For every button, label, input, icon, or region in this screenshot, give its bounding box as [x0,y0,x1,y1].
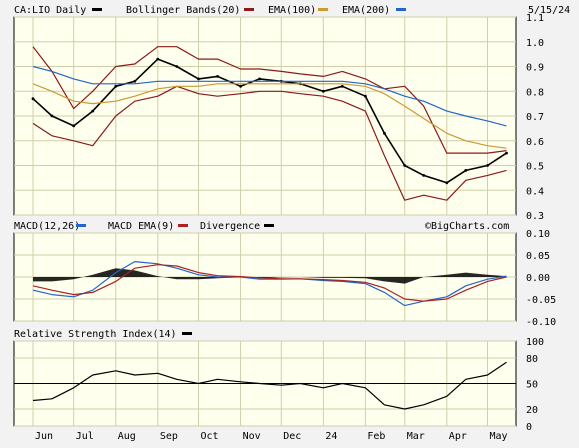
series-line-bollinger-upper [32,46,507,154]
price-axis: 0.3 0.4 0.5 0.6 0.7 0.8 0.9 1.0 1.1 [526,13,544,222]
x-tick-label: Dec [283,431,301,442]
header-legend: CA:LIO Daily Bollinger Bands(20) EMA(100… [14,5,570,16]
ema200-label: EMA(200) [342,5,390,16]
y-tick-label: 0.8 [526,87,544,98]
rsi-series [32,361,507,410]
x-tick-label: Apr [449,431,467,442]
price-point [31,97,35,101]
symbol-label: CA:LIO Daily [14,5,86,16]
price-panel: 0.3 0.4 0.5 0.6 0.7 0.8 0.9 1.0 1.1 [13,13,544,222]
x-tick-label: Feb [367,431,385,442]
x-tick-label: Nov [243,431,261,442]
price-point [156,57,160,61]
price-point [50,114,54,118]
price-point [197,77,200,81]
x-tick-label: Sep [160,431,178,442]
rsi-axis: 100 80 50 20 0 [526,337,544,433]
macd-axis: 0.10 0.05 0.00 -0.05 -0.10 [526,229,556,328]
y-tick-label: 0.3 [526,211,544,222]
price-point [464,169,468,172]
price-point [403,164,407,167]
ema100-legend-swatch [318,8,328,11]
macd-legend-swatch [76,224,86,227]
macd-label: MACD(12,26) [14,221,80,232]
price-point [445,181,449,185]
series-line-rsi-14 [32,361,507,410]
macd-panel: MACD(12,26) MACD EMA(9) Divergence ©BigC… [13,221,556,328]
rsi-label: Relative Strength Index(14) [14,329,177,340]
series-line-macd-ema-9 [32,264,507,302]
price-point [505,151,508,155]
macd-ema-label: MACD EMA(9) [108,221,174,232]
ema100-label: EMA(100) [268,5,316,16]
price-point [258,77,261,81]
x-tick-label: Aug [118,431,136,442]
bollinger-label: Bollinger Bands(20) [126,5,240,16]
y-tick-label: 100 [526,337,544,348]
y-tick-label: 1.1 [526,13,544,24]
price-point [114,84,118,88]
price-gridlines [14,16,516,216]
price-point [72,124,76,128]
divergence-legend-swatch [264,224,274,227]
x-tick-label: May [490,431,508,442]
y-tick-label: 0 [526,422,532,433]
y-tick-label: 0.4 [526,186,544,197]
price-point [321,89,325,93]
x-tick-label: 24 [325,431,337,442]
x-axis: Jun Jul Aug Sep Oct Nov Dec 24 Feb Mar Apr May [35,431,508,442]
rsi-legend-swatch [182,332,192,335]
price-legend-swatch [92,8,102,11]
y-tick-label: 0.7 [526,112,544,123]
bollinger-legend-swatch [244,8,254,11]
price-point [422,174,426,177]
x-tick-label: Mar [407,431,425,442]
y-tick-label: 20 [526,405,538,416]
price-point [364,94,367,98]
y-tick-label: 50 [526,380,538,391]
price-series [31,46,508,201]
y-tick-label: 0.10 [526,229,550,240]
x-tick-label: Oct [201,431,219,442]
price-point [216,75,219,78]
y-tick-label: 0.05 [526,251,550,262]
series-line-ca-lio [32,58,507,184]
y-tick-label: 0.6 [526,137,544,148]
divergence-area [33,268,507,284]
price-point [340,84,344,88]
y-tick-label: 0.00 [526,273,550,284]
price-point [486,164,489,167]
y-tick-label: -0.10 [526,317,556,328]
price-point [239,84,243,88]
price-point [175,65,179,68]
y-tick-label: 80 [526,354,538,365]
price-point [133,79,137,83]
price-point [91,109,95,113]
y-tick-label: -0.05 [526,295,556,306]
y-tick-label: 0.5 [526,162,544,173]
x-tick-label: Jul [76,431,94,442]
date-label: 5/15/24 [528,5,570,16]
macd-series [32,261,507,307]
rsi-panel: Relative Strength Index(14) 100 80 50 20 0 [13,329,544,433]
ema200-legend-swatch [396,8,406,11]
series-line-ema-100 [32,83,507,149]
signal-legend-swatch [178,224,188,227]
series-line-bollinger-lower [32,85,507,201]
x-tick-label: Jun [35,431,53,442]
series-line-ema-200 [32,65,507,127]
divergence-label: Divergence [200,221,260,232]
y-tick-label: 0.9 [526,63,544,74]
price-point [383,131,386,135]
watermark: ©BigCharts.com [425,221,509,232]
y-tick-label: 1.0 [526,38,544,49]
